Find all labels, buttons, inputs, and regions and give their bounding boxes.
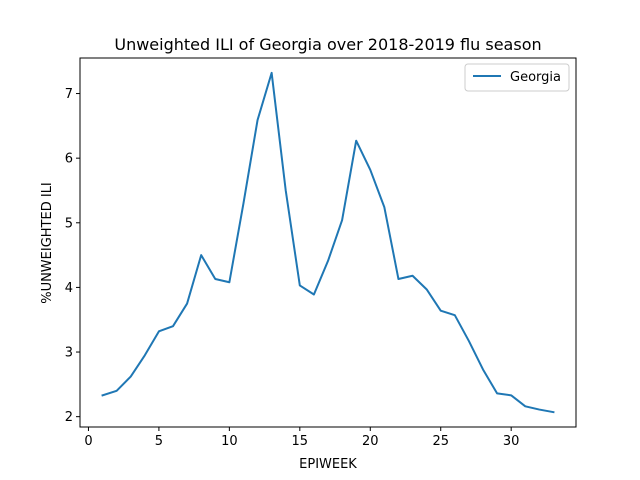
- x-tick-label: 0: [84, 434, 92, 449]
- y-tick-label: 6: [65, 152, 73, 167]
- legend: Georgia: [464, 63, 570, 92]
- x-tick-label: 20: [362, 434, 379, 449]
- legend-label: Georgia: [510, 70, 561, 85]
- y-tick-label: 5: [65, 216, 73, 231]
- axes-frame: [79, 57, 577, 428]
- x-tick-label: 15: [292, 434, 309, 449]
- y-tick-label: 2: [65, 410, 73, 425]
- x-tick-label: 25: [432, 434, 449, 449]
- x-tick-label: 10: [221, 434, 238, 449]
- chart-title: Unweighted ILI of Georgia over 2018-2019…: [114, 35, 541, 54]
- y-tick-label: 3: [65, 346, 73, 361]
- plot-area: [101, 71, 555, 414]
- x-axis-label: EPIWEEK: [299, 457, 357, 472]
- y-tick-label: 7: [65, 87, 73, 102]
- series-line-georgia: [101, 71, 555, 414]
- axes: 0 5 10 15 20 25 30 2 3 4 5 6 7: [65, 57, 577, 449]
- legend-box: [464, 63, 570, 92]
- y-axis-label: %UNWEIGHTED ILI: [40, 182, 55, 304]
- x-tick-label: 5: [155, 434, 163, 449]
- y-tick-label: 4: [65, 281, 73, 296]
- x-tick-label: 30: [503, 434, 520, 449]
